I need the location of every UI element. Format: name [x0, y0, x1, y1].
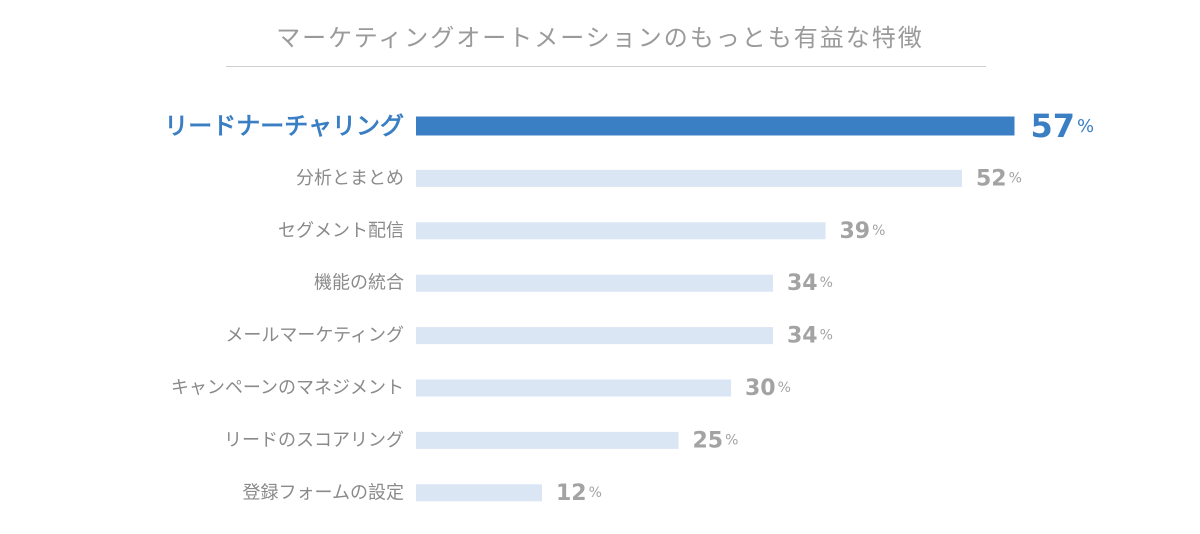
bar: [416, 327, 773, 345]
value-label: 39%: [840, 218, 886, 243]
bar: [416, 484, 542, 502]
title-divider: [226, 66, 986, 67]
bar: [416, 431, 679, 449]
bar: [416, 379, 731, 397]
bar: [416, 274, 773, 292]
category-label: リードナーチャリング: [164, 112, 404, 140]
bar: [416, 222, 826, 240]
bar: [416, 169, 962, 187]
category-label: リードのスコアリング: [224, 430, 404, 451]
value-label: 52%: [976, 166, 1022, 191]
bar: [416, 116, 1015, 136]
category-label: 登録フォームの設定: [243, 482, 404, 503]
value-label: 57%: [1031, 107, 1095, 145]
category-label: メールマーケティング: [225, 325, 404, 346]
category-label: 分析とまとめ: [296, 168, 404, 189]
value-label: 30%: [745, 376, 791, 401]
value-label: 34%: [787, 323, 833, 348]
value-label: 34%: [787, 271, 833, 296]
value-label: 25%: [693, 428, 739, 453]
category-label: セグメント配信: [278, 220, 404, 241]
category-label: 機能の統合: [314, 273, 404, 294]
chart-title: マーケティングオートメーションのもっとも有益な特徴: [276, 24, 924, 52]
category-label: キャンペーンのマネジメント: [171, 378, 404, 399]
value-label: 12%: [556, 480, 602, 505]
